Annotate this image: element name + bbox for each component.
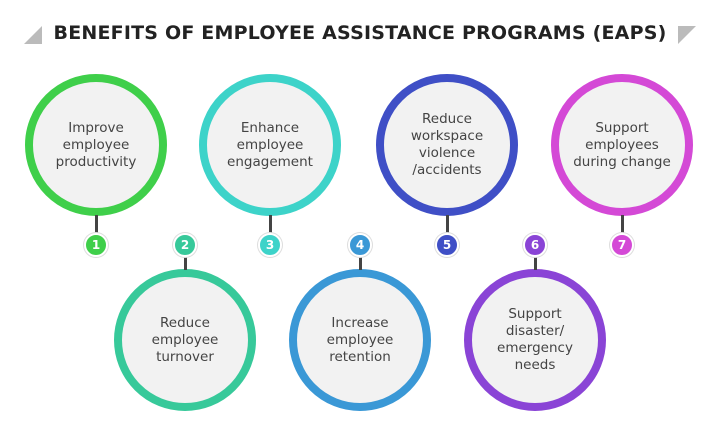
number-badge: 7: [610, 233, 634, 257]
connector-line: [95, 215, 98, 237]
left-triangle-decoration: [24, 26, 42, 44]
benefit-circle-6: Support disaster/ emergency needs: [464, 269, 606, 411]
page-title: BENEFITS OF EMPLOYEE ASSISTANCE PROGRAMS…: [53, 22, 667, 44]
benefit-text: Support employees during change: [573, 119, 671, 170]
connector-line: [534, 250, 537, 270]
benefit-circle-2: Reduce employee turnover: [114, 269, 256, 411]
number-badge: 1: [84, 233, 108, 257]
connector-line: [269, 215, 272, 237]
benefit-text: Increase employee retention: [326, 314, 394, 365]
benefit-text: Enhance employee engagement: [227, 119, 313, 170]
right-triangle-decoration: [678, 26, 696, 44]
benefit-text: Improve employee productivity: [55, 119, 137, 170]
connector-line: [184, 250, 187, 270]
connector-line: [446, 215, 449, 237]
benefit-text: Reduce workspace violence /accidents: [410, 111, 484, 178]
connector-line: [359, 250, 362, 270]
number-badge: 4: [348, 233, 372, 257]
benefit-circle-7: Support employees during change: [551, 74, 693, 216]
benefit-circle-3: Enhance employee engagement: [199, 74, 341, 216]
connector-line: [621, 215, 624, 237]
number-badge: 2: [173, 233, 197, 257]
benefit-circle-4: Increase employee retention: [289, 269, 431, 411]
number-badge: 3: [258, 233, 282, 257]
benefit-circle-5: Reduce workspace violence /accidents: [376, 74, 518, 216]
benefit-circle-1: Improve employee productivity: [25, 74, 167, 216]
benefit-text: Reduce employee turnover: [151, 314, 219, 365]
benefit-text: Support disaster/ emergency needs: [497, 306, 573, 373]
number-badge: 6: [523, 233, 547, 257]
number-badge: 5: [435, 233, 459, 257]
